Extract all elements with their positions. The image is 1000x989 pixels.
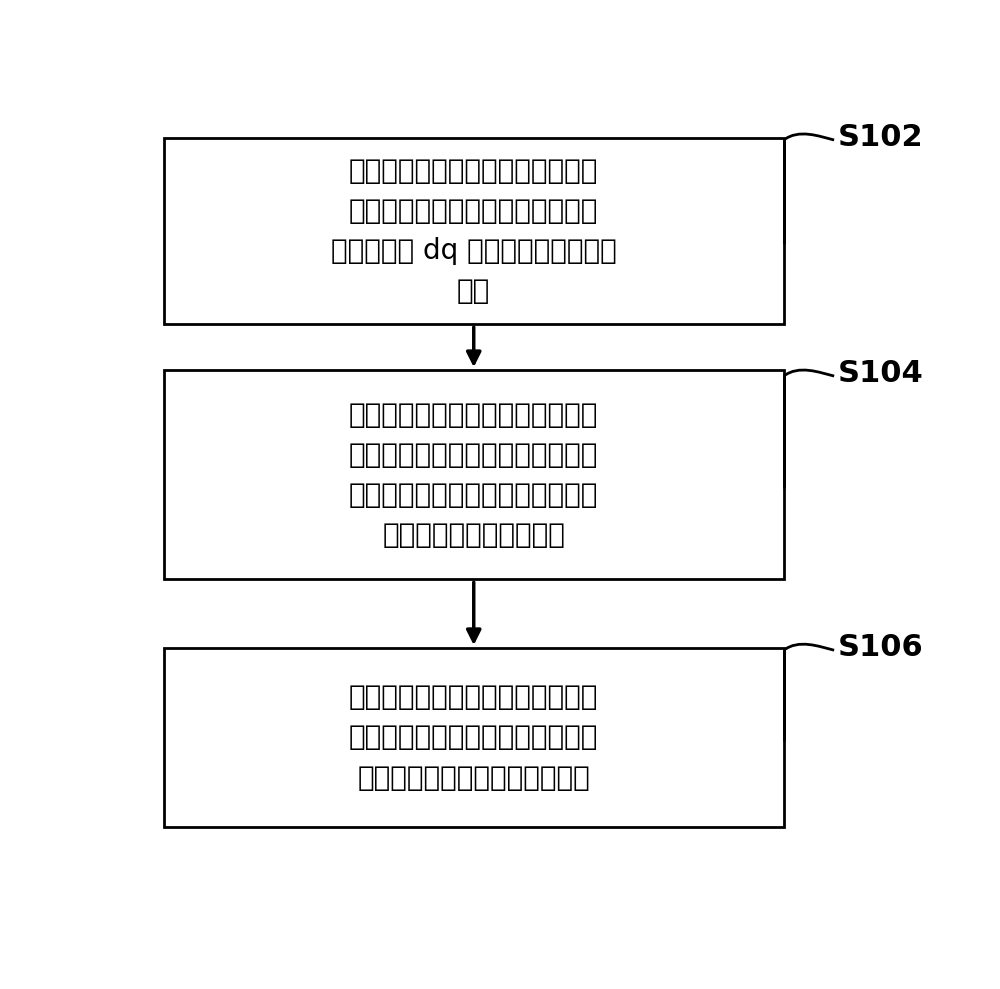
Text: S104: S104 xyxy=(838,359,924,389)
FancyBboxPatch shape xyxy=(164,137,784,324)
FancyBboxPatch shape xyxy=(164,370,784,580)
Text: 根据所述拟合传递函数对所述导纳
矩阵模型的第一行第二列元素进行
计算得到待辨识参数的辨识结果: 根据所述拟合传递函数对所述导纳 矩阵模型的第一行第二列元素进行 计算得到待辨识参… xyxy=(349,683,598,791)
Text: 根据光伏逆变器的控制器结构、滤
波器结构以及电气参数确定所述光
伏逆变器在 dq 坐标系下的导纳矩阵
模型: 根据光伏逆变器的控制器结构、滤 波器结构以及电气参数确定所述光 伏逆变器在 dq… xyxy=(331,157,617,306)
FancyBboxPatch shape xyxy=(164,648,784,827)
Text: S106: S106 xyxy=(838,633,924,663)
Text: 获取光伏逆变器交流侧端口在多个
频率下的导纳数据，并对各频率以
及对应的所述导纳数据进行精确矢
量拟合得到拟合传递函数: 获取光伏逆变器交流侧端口在多个 频率下的导纳数据，并对各频率以 及对应的所述导纳… xyxy=(349,401,598,549)
Text: S102: S102 xyxy=(838,124,924,152)
